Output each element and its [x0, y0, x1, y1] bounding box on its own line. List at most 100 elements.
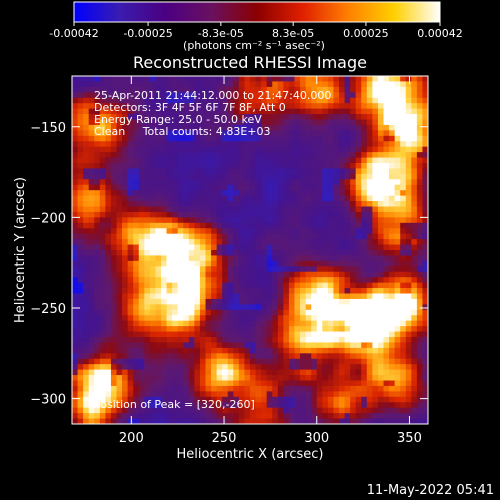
heatmap-cell — [277, 179, 284, 186]
heatmap-cell — [350, 114, 357, 121]
heatmap-cell — [344, 233, 351, 240]
heatmap-cell — [105, 342, 112, 349]
heatmap-cell — [361, 108, 368, 115]
heatmap-cell — [188, 184, 195, 191]
heatmap-cell — [233, 288, 240, 295]
heatmap-cell — [327, 260, 335, 267]
plot-frame — [71, 75, 429, 425]
heatmap-cell — [366, 124, 373, 131]
heatmap-cell — [361, 391, 368, 398]
heatmap-cell — [166, 228, 173, 235]
heatmap-cell — [322, 173, 329, 180]
heatmap-cell — [83, 260, 90, 267]
heatmap-cell — [389, 288, 396, 295]
heatmap-cell — [416, 206, 424, 213]
heatmap-cell — [344, 288, 351, 295]
heatmap-cell — [238, 266, 246, 273]
heatmap-cell — [244, 103, 251, 110]
heatmap-cell — [361, 184, 368, 191]
heatmap-cell — [361, 271, 368, 278]
heatmap-cell — [116, 396, 123, 403]
heatmap-cell — [138, 135, 145, 142]
heatmap-cell — [300, 304, 307, 311]
heatmap-cell — [288, 250, 296, 257]
heatmap-cell — [133, 195, 140, 202]
heatmap-cell — [261, 250, 268, 257]
heatmap-cell — [394, 266, 401, 273]
heatmap-cell — [244, 141, 251, 148]
heatmap-cell — [355, 250, 362, 257]
heatmap-cell — [199, 152, 207, 159]
heatmap-cell — [316, 266, 323, 273]
heatmap-cell — [88, 201, 95, 208]
heatmap-cell — [277, 81, 284, 88]
heatmap-cell — [122, 233, 129, 240]
heatmap-cell — [122, 315, 129, 322]
heatmap-cell — [83, 402, 90, 409]
heatmap-cell — [177, 337, 184, 344]
heatmap-cell — [238, 353, 246, 360]
heatmap-cell — [205, 391, 212, 398]
heatmap-cell — [194, 244, 201, 251]
heatmap-cell — [344, 293, 351, 300]
heatmap-cell — [350, 260, 357, 267]
heatmap-cell — [199, 86, 207, 93]
heatmap-cell — [250, 320, 257, 327]
heatmap-cell — [344, 353, 351, 360]
heatmap-cell — [161, 157, 168, 164]
heatmap-cell — [177, 86, 184, 93]
heatmap-cell — [366, 211, 373, 218]
x-tick-label: 200 — [119, 431, 144, 446]
heatmap-cell — [194, 239, 201, 246]
heatmap-cell — [411, 201, 418, 208]
annotation-energy-range: Energy Range: 25.0 - 50.0 keV — [94, 113, 262, 126]
heatmap-cell — [127, 190, 134, 197]
heatmap-cell — [199, 244, 207, 251]
heatmap-cell — [383, 364, 390, 371]
heatmap-cell — [244, 369, 251, 376]
heatmap-cell — [305, 266, 312, 273]
heatmap-cell — [283, 135, 290, 142]
heatmap-cell — [194, 298, 201, 305]
heatmap-cell — [272, 304, 279, 311]
heatmap-cell — [372, 418, 379, 424]
heatmap-cell — [83, 407, 90, 414]
heatmap-cell — [227, 103, 234, 110]
heatmap-cell — [122, 141, 129, 148]
heatmap-cell — [327, 114, 335, 121]
heatmap-cell — [383, 369, 390, 376]
heatmap-cell — [88, 402, 95, 409]
heatmap-cell — [266, 309, 273, 316]
heatmap-cell — [177, 407, 184, 414]
heatmap-cell — [366, 266, 373, 273]
heatmap-cell — [411, 152, 418, 159]
heatmap-cell — [361, 119, 368, 126]
heatmap-cell — [77, 407, 84, 414]
heatmap-cell — [383, 342, 390, 349]
heatmap-cell — [205, 233, 212, 240]
heatmap-cell — [400, 250, 407, 257]
heatmap-cell — [250, 277, 257, 284]
heatmap-cell — [177, 271, 184, 278]
heatmap-cell — [155, 391, 162, 398]
heatmap-cell — [149, 288, 157, 295]
heatmap-cell — [366, 168, 373, 175]
heatmap-cell — [238, 92, 246, 99]
heatmap-cell — [377, 402, 385, 409]
heatmap-cell — [322, 195, 329, 202]
heatmap-cell — [361, 76, 368, 83]
heatmap-cell — [416, 320, 424, 327]
heatmap-cell — [127, 217, 134, 224]
heatmap-cell — [172, 271, 179, 278]
heatmap-cell — [127, 260, 134, 267]
heatmap-cell — [199, 260, 207, 267]
heatmap-cell — [110, 342, 118, 349]
heatmap-cell — [300, 358, 307, 365]
heatmap-cell — [266, 76, 273, 83]
heatmap-cell — [261, 201, 268, 208]
heatmap-cell — [99, 255, 106, 262]
heatmap-cell — [205, 108, 212, 115]
heatmap-cell — [372, 179, 379, 186]
heatmap-cell — [94, 222, 101, 229]
heatmap-cell — [244, 179, 251, 186]
